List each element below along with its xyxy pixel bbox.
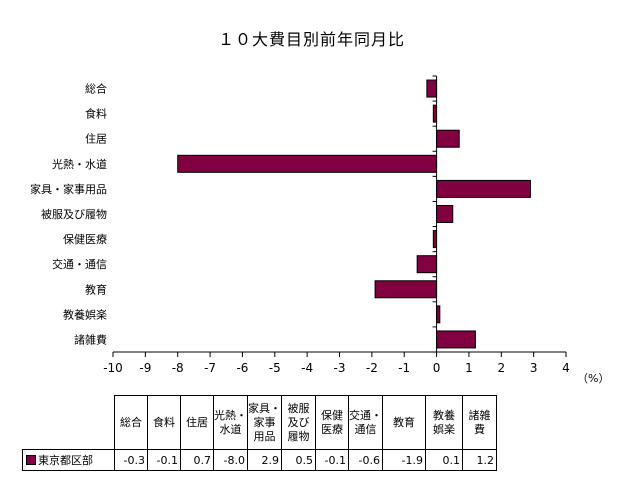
bar — [426, 79, 438, 98]
table-header-cell: 住居 — [180, 395, 214, 450]
bar — [374, 280, 438, 299]
bar — [416, 255, 438, 274]
x-tick-label: -7 — [204, 361, 216, 375]
table-value-cell: 2.9 — [247, 449, 282, 471]
table-header-cell: 食料 — [147, 395, 181, 450]
x-tick-label: -1 — [398, 361, 410, 375]
category-label: 諸雑費 — [74, 332, 107, 346]
x-tick-label: -10 — [103, 361, 123, 375]
bar — [177, 154, 438, 173]
x-tick-label: 4 — [562, 361, 570, 375]
category-label: 食料 — [85, 107, 107, 121]
table-value-cell: 1.2 — [462, 449, 497, 471]
category-label: 被服及び履物 — [41, 207, 107, 221]
category-label: 総合 — [85, 82, 107, 96]
x-tick-label: 1 — [465, 361, 473, 375]
table-value-cell: 0.5 — [281, 449, 316, 471]
x-tick-label: 3 — [530, 361, 538, 375]
table-header-cell: 光熱・ 水道 — [213, 395, 248, 450]
unit-label: （%） — [577, 372, 609, 385]
table-header-cell: 交通・ 通信 — [348, 395, 383, 450]
table-value-cell: -1.9 — [382, 449, 426, 471]
table-header-cell: 保健 医療 — [315, 395, 349, 450]
category-label: 教育 — [85, 282, 107, 296]
bar — [436, 129, 460, 148]
data-table: 総合 食料 住居 光熱・ 水道 家具・ 家事 用品 被服 及び 履物 保健 医療 交通・ 通信… — [22, 395, 497, 471]
table-row: 東京都区部 -0.3 -0.1 0.7 -8.0 2.9 0.5 -0.1 -0.6 -1.9 0… — [22, 449, 497, 471]
table-header-cell: 諸雑 費 — [462, 395, 497, 450]
category-label: 家具・家事用品 — [30, 182, 107, 196]
x-tick-label: -9 — [139, 361, 151, 375]
x-tick-label: 2 — [497, 361, 505, 375]
bar — [436, 330, 476, 349]
x-tick-label: -3 — [334, 361, 346, 375]
table-value-cell: 0.1 — [425, 449, 463, 471]
series-label: 東京都区部 — [38, 454, 93, 467]
table-value-cell: -0.3 — [114, 449, 148, 471]
table-header-row: 総合 食料 住居 光熱・ 水道 家具・ 家事 用品 被服 及び 履物 保健 医療 交通・ 通信… — [22, 395, 497, 450]
table-value-cell: -0.1 — [147, 449, 181, 471]
category-label: 住居 — [85, 132, 107, 146]
series-color-swatch — [26, 455, 36, 465]
category-label: 光熱・水道 — [52, 157, 107, 171]
x-tick-label: -2 — [366, 361, 378, 375]
category-label: 保健医療 — [63, 232, 107, 246]
x-tick-label: 0 — [433, 361, 441, 375]
table-value-cell: -8.0 — [213, 449, 248, 471]
category-label: 交通・通信 — [52, 257, 107, 271]
chart-title: １０大費目別前年同月比 — [217, 30, 405, 49]
table-header-cell: 教養 娯楽 — [425, 395, 463, 450]
table-header-cell: 被服 及び 履物 — [281, 395, 316, 450]
table-value-cell: -0.1 — [315, 449, 349, 471]
x-tick-label: -5 — [269, 361, 281, 375]
table-value-cell: -0.6 — [348, 449, 383, 471]
table-header-cell: 家具・ 家事 用品 — [247, 395, 282, 450]
series-label-cell: 東京都区部 — [22, 449, 115, 471]
table-corner-cell — [22, 395, 115, 450]
table-value-cell: 0.7 — [180, 449, 214, 471]
bar — [436, 205, 454, 223]
bar — [436, 179, 531, 198]
x-tick-label: -4 — [301, 361, 313, 375]
bar-chart: -10 -9 -8 -7 -6 -5 -4 -3 -2 -1 0 1 2 3 4総合食料住居光熱・水道家具・… — [30, 75, 609, 385]
table-header-cell: 総合 — [114, 395, 148, 450]
x-tick-label: -6 — [236, 361, 248, 375]
category-label: 教養娯楽 — [63, 307, 107, 321]
x-tick-label: -8 — [172, 361, 184, 375]
table-header-cell: 教育 — [382, 395, 426, 450]
